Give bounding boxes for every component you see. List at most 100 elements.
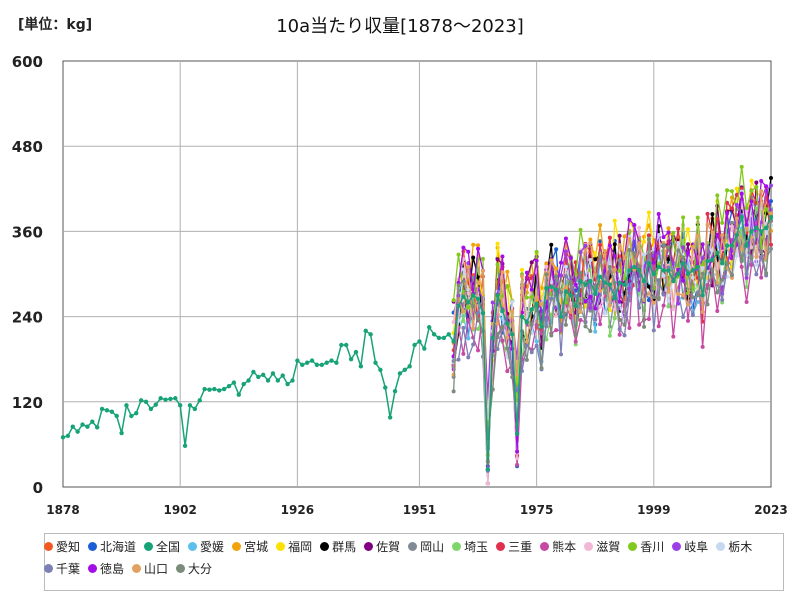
legend-label: 熊本: [552, 539, 577, 554]
series-point-大分: [461, 279, 466, 284]
legend-marker: [188, 541, 198, 551]
series-point-national: [348, 357, 354, 362]
series-point-岐阜: [744, 275, 749, 280]
series-point-熊本: [466, 318, 471, 323]
series-point-大分: [642, 324, 647, 329]
legend-marker: [276, 541, 286, 551]
series-point-徳島: [583, 299, 588, 304]
series-point-national: [60, 435, 66, 440]
series-point-熊本: [671, 334, 676, 339]
series-point-福岡: [646, 210, 651, 215]
series-point-徳島: [519, 310, 524, 315]
series-point-滋賀: [671, 307, 676, 312]
series-point-山口: [598, 288, 603, 293]
series-point-岡山: [729, 220, 734, 225]
series-point-徳島: [764, 184, 769, 189]
series-point-大分: [476, 317, 481, 322]
series-point-三重: [607, 235, 612, 240]
series-point-national: [451, 339, 456, 344]
legend-label: 愛知: [56, 539, 81, 554]
series-point-national: [759, 229, 764, 234]
series-point-山口: [500, 270, 505, 275]
series-point-山口: [676, 291, 681, 296]
series-point-千葉: [456, 357, 461, 362]
legend-marker: [88, 541, 98, 551]
series-point-栃木: [588, 258, 593, 263]
legend-marker: [364, 541, 374, 551]
series-point-national: [436, 335, 442, 341]
legend-marker: [584, 541, 594, 551]
legend-label: 埼玉: [464, 539, 489, 554]
series-point-山口: [563, 285, 568, 290]
series-point-national: [661, 268, 666, 273]
series-point-national: [685, 271, 691, 277]
series-point-徳島: [602, 268, 607, 273]
series-point-宮城: [471, 242, 476, 247]
series-point-栃木: [510, 299, 515, 304]
series-point-香川: [690, 285, 695, 290]
series-point-national: [134, 410, 139, 416]
series-point-national: [319, 362, 324, 368]
series-point-大分: [715, 290, 720, 295]
series-point-national: [339, 342, 344, 348]
series-point-national: [612, 295, 617, 301]
series-point-熊本: [700, 344, 705, 349]
series-point-三重: [729, 206, 734, 211]
legend-marker: [540, 541, 550, 551]
series-point-岐阜: [734, 202, 739, 207]
series-point-national: [719, 261, 725, 266]
series-point-大分: [588, 329, 593, 334]
series-point-national: [344, 342, 349, 348]
legend-item: 群馬: [320, 537, 356, 555]
series-point-山口: [519, 274, 524, 279]
series-point-大分: [612, 281, 617, 286]
series-point-岡山: [617, 258, 622, 263]
series-point-大分: [666, 245, 671, 250]
series-point-栃木: [764, 231, 769, 236]
series-point-山口: [651, 300, 656, 305]
series-point-national: [65, 433, 71, 439]
series-point-群馬: [710, 212, 715, 217]
series-point-national: [187, 403, 193, 408]
series-point-山口: [602, 248, 607, 253]
series-point-栃木: [656, 233, 661, 238]
series-point-national: [597, 274, 603, 280]
series-point-群馬: [549, 242, 554, 247]
series-point-山口: [534, 295, 539, 300]
series-point-山口: [769, 211, 773, 216]
series-point-national: [568, 293, 574, 298]
series-point-三重: [769, 242, 773, 247]
series-point-千葉: [471, 342, 476, 347]
series-point-大分: [451, 389, 456, 394]
series-point-national: [583, 282, 588, 287]
series-point-三重: [725, 200, 730, 205]
legend-label: 福岡: [288, 539, 313, 554]
series-point-岐阜: [583, 243, 588, 248]
series-point-national: [729, 243, 735, 248]
series-point-滋賀: [451, 320, 456, 325]
series-point-national: [490, 335, 495, 341]
legend-marker: [176, 563, 186, 573]
series-point-徳島: [515, 449, 520, 454]
series-point-山口: [690, 244, 695, 249]
series-point-national: [427, 325, 432, 330]
series-point-埼玉: [754, 206, 759, 211]
series-point-大分: [500, 324, 505, 329]
series-point-岐阜: [578, 250, 583, 255]
series-point-national: [99, 406, 105, 412]
legend-item: 埼玉: [452, 537, 488, 555]
series-point-熊本: [515, 462, 520, 467]
series-point-埼玉: [612, 316, 617, 321]
series-point-大分: [656, 296, 661, 301]
series-point-栃木: [563, 264, 568, 269]
series-point-徳島: [685, 250, 690, 255]
series-point-熊本: [461, 351, 466, 356]
series-point-山口: [505, 335, 510, 340]
series-point-national: [641, 278, 647, 284]
series-point-大分: [559, 290, 564, 295]
series-point-福岡: [495, 241, 500, 246]
legend-marker: [144, 541, 154, 551]
legend-item: 滋賀: [584, 537, 620, 555]
legend-item: 三重: [496, 537, 532, 555]
series-point-群馬: [471, 255, 476, 260]
